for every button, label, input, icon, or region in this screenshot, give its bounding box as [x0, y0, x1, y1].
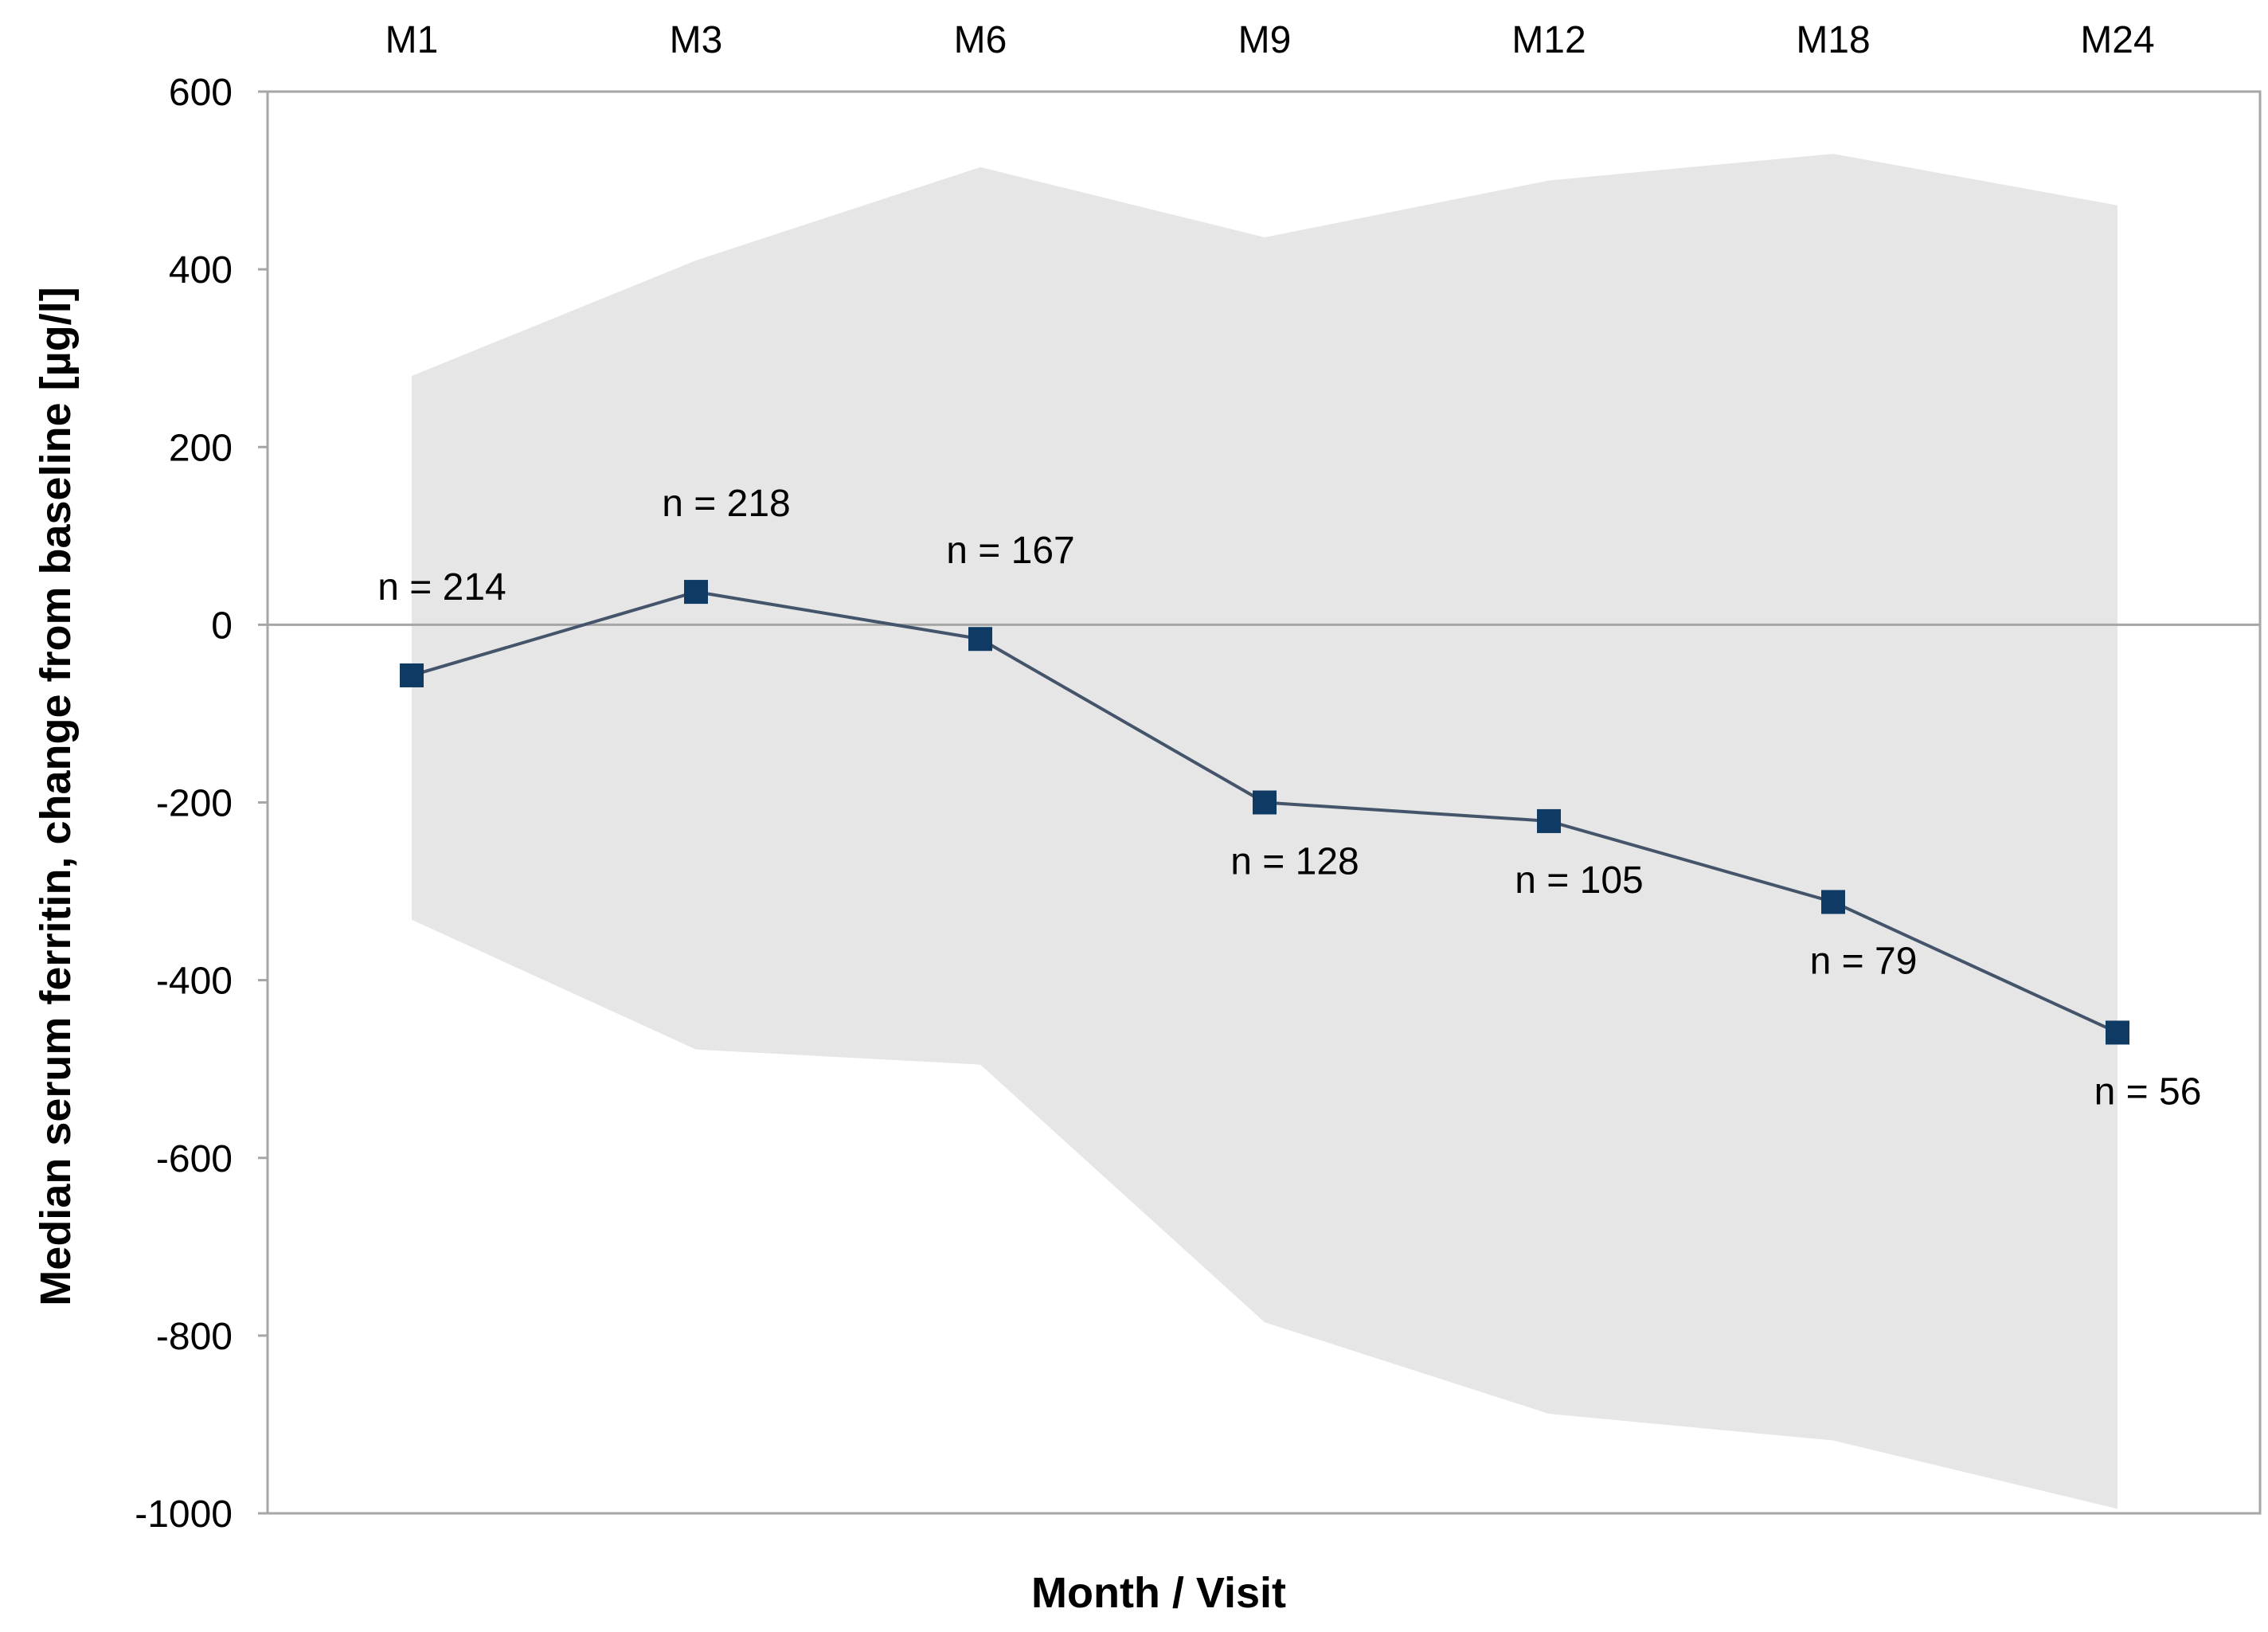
range-band: [412, 154, 2117, 1509]
data-point-marker: [400, 663, 424, 687]
x-tick-label: M1: [385, 19, 439, 61]
data-point-marker: [1821, 890, 1845, 914]
n-annotation: n = 79: [1810, 940, 1918, 982]
n-annotation: n = 167: [946, 530, 1074, 572]
data-point-marker: [1253, 790, 1277, 815]
x-tick-label: M3: [670, 19, 723, 61]
x-tick-label: M9: [1238, 19, 1292, 61]
data-point-marker: [968, 627, 992, 652]
x-tick-label: M6: [954, 19, 1007, 61]
n-annotation: n = 214: [377, 566, 506, 609]
data-point-marker: [684, 580, 708, 605]
y-tick-label: -600: [156, 1138, 233, 1180]
y-tick-label: 400: [169, 249, 233, 292]
n-annotation: n = 128: [1230, 841, 1359, 883]
y-tick-label: -800: [156, 1316, 233, 1358]
n-annotation: n = 56: [2094, 1070, 2202, 1113]
y-tick-label: -200: [156, 783, 233, 825]
data-point-marker: [2106, 1020, 2129, 1045]
y-tick-label: 0: [211, 605, 233, 647]
y-tick-label: -1000: [135, 1493, 233, 1536]
data-point-marker: [1537, 808, 1561, 833]
x-tick-label: M12: [1511, 19, 1586, 61]
x-tick-label: M18: [1796, 19, 1870, 61]
x-tick-label: M24: [2080, 19, 2154, 61]
y-tick-label: -400: [156, 961, 233, 1003]
x-axis-title: Month / Visit: [1031, 1569, 1286, 1617]
n-annotation: n = 218: [662, 483, 790, 525]
y-tick-label: 600: [169, 72, 233, 114]
y-tick-label: 200: [169, 427, 233, 469]
n-annotation: n = 105: [1515, 859, 1643, 902]
y-axis-title: Median serum ferritin, change from basel…: [32, 287, 80, 1305]
